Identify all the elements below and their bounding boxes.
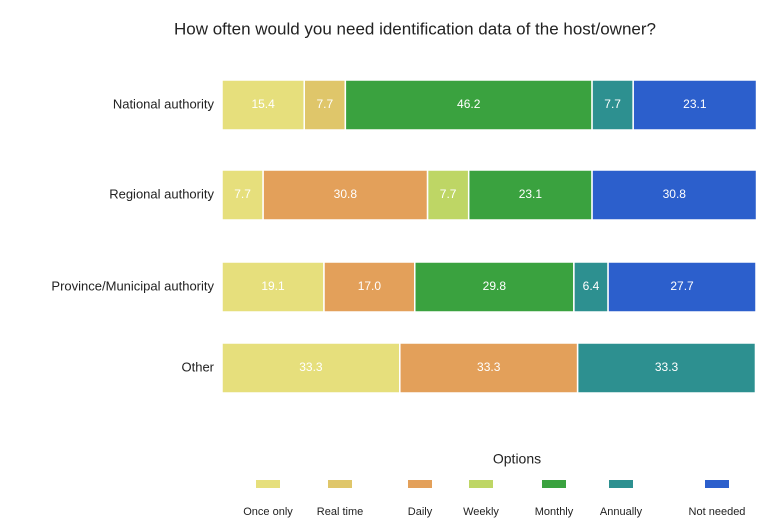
- value-label: 33.3: [477, 360, 501, 374]
- bar-segment: [399, 342, 579, 394]
- bar-segment: [467, 169, 593, 221]
- bar-segment: [344, 79, 593, 131]
- legend-swatch: [542, 480, 566, 488]
- bar-segment: [221, 169, 264, 221]
- value-label: 33.3: [655, 360, 679, 374]
- value-label: 19.1: [261, 279, 285, 293]
- y-tick-label: National authority: [113, 96, 215, 111]
- bar-segment: [262, 169, 429, 221]
- value-label: 23.1: [683, 97, 707, 111]
- value-label: 6.4: [583, 279, 600, 293]
- legend-swatch: [328, 480, 352, 488]
- value-label: 23.1: [519, 187, 543, 201]
- legend-label: Monthly: [535, 506, 574, 518]
- bar-segment: [221, 342, 401, 394]
- legend-label: Once only: [243, 506, 293, 518]
- bar-segment: [573, 261, 609, 313]
- bar-segment: [414, 261, 575, 313]
- value-label: 46.2: [457, 97, 481, 111]
- legend-swatch: [256, 480, 280, 488]
- value-label: 27.7: [670, 279, 694, 293]
- chart-title: How often would you need identification …: [174, 19, 656, 38]
- value-label: 7.7: [604, 97, 621, 111]
- bar-segment: [323, 261, 416, 313]
- y-tick-label: Regional authority: [109, 186, 214, 201]
- value-label: 7.7: [440, 187, 457, 201]
- value-label: 17.0: [358, 279, 382, 293]
- y-tick-label: Province/Municipal authority: [51, 278, 214, 293]
- y-tick-label: Other: [181, 359, 214, 374]
- value-label: 30.8: [334, 187, 358, 201]
- bar-segment: [221, 79, 305, 131]
- bar-segment: [591, 169, 758, 221]
- legend-label: Real time: [317, 506, 363, 518]
- value-label: 33.3: [299, 360, 323, 374]
- value-label: 7.7: [234, 187, 251, 201]
- bar-segment: [576, 342, 757, 394]
- legend-label: Annually: [600, 506, 643, 518]
- value-label: 29.8: [483, 279, 507, 293]
- legend-label: Weekly: [463, 506, 499, 518]
- legend-label: Daily: [408, 506, 433, 518]
- bar-segment: [632, 79, 758, 131]
- value-label: 30.8: [663, 187, 687, 201]
- legend-swatch: [705, 480, 729, 488]
- bar-segment: [426, 169, 470, 221]
- bar-segment: [607, 261, 757, 313]
- value-label: 7.7: [316, 97, 333, 111]
- legend-swatch: [609, 480, 633, 488]
- value-label: 15.4: [251, 97, 275, 111]
- bar-segment: [303, 79, 347, 131]
- legend-swatch: [469, 480, 493, 488]
- legend-swatch: [408, 480, 432, 488]
- legend-label: Not needed: [689, 506, 746, 518]
- legend-title: Options: [493, 451, 541, 467]
